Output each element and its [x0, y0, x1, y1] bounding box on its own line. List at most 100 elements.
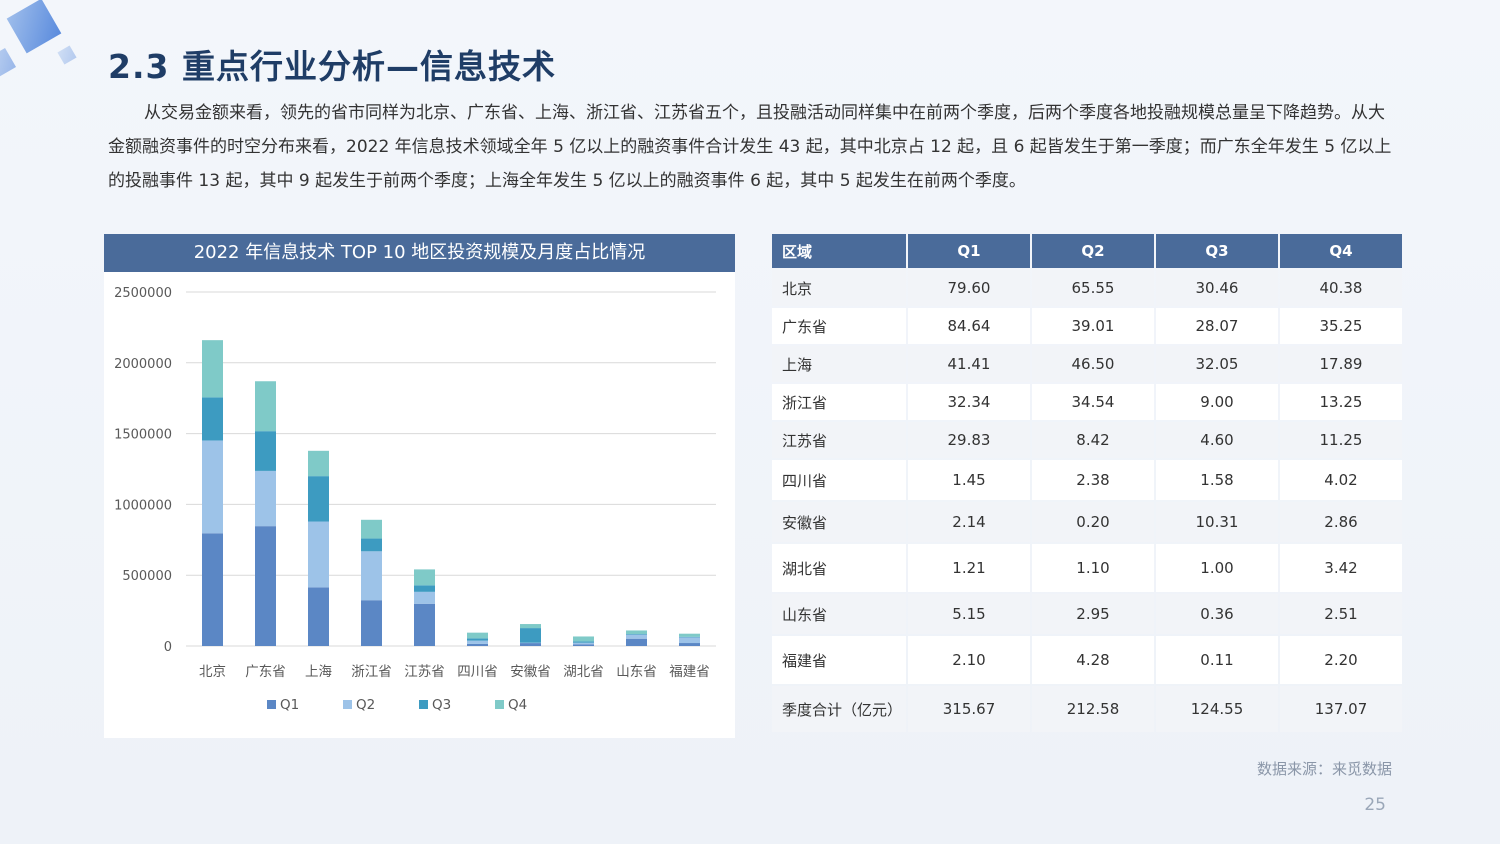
table-value-cell: 0.20: [1032, 502, 1154, 542]
data-source: 数据来源：来觅数据: [1256, 760, 1392, 778]
bar-segment-q3: [679, 636, 700, 638]
x-tick-label: 上海: [305, 664, 332, 680]
bar-segment-q1: [414, 603, 435, 646]
table-header-cell: Q2: [1032, 234, 1154, 268]
legend-label: Q3: [432, 697, 451, 713]
legend-swatch: [343, 700, 352, 709]
table-value-cell: 9.00: [1156, 384, 1278, 420]
table-header-row: 区域 Q1 Q2 Q3 Q4: [772, 234, 1402, 268]
x-tick-label: 广东省: [245, 664, 286, 680]
table-region-cell: 季度合计（亿元）: [772, 686, 906, 732]
body-paragraph: 从交易金额来看，领先的省市同样为北京、广东省、上海、浙江省、江苏省五个，且投融活…: [108, 103, 1392, 191]
y-tick-label: 2500000: [114, 286, 172, 301]
table-value-cell: 2.86: [1280, 502, 1402, 542]
page-title: 2.3 重点行业分析—信息技术: [108, 47, 556, 86]
table-region-cell: 山东省: [772, 594, 906, 634]
table-header-cell: Q3: [1156, 234, 1278, 268]
table-value-cell: 1.21: [908, 544, 1030, 592]
table-region-cell: 四川省: [772, 460, 906, 500]
table-value-cell: 1.58: [1156, 460, 1278, 500]
bar-segment-q4: [626, 630, 647, 635]
table-value-cell: 41.41: [908, 346, 1030, 382]
table-value-cell: 0.36: [1156, 594, 1278, 634]
table-value-cell: 2.38: [1032, 460, 1154, 500]
y-tick-label: 1000000: [114, 498, 172, 513]
stacked-bar-chart: 2500000 2000000 1500000 1000000 500000 0 北京 广东省…: [114, 286, 716, 713]
y-tick-label: 2000000: [114, 357, 172, 372]
table-header-cell: Q4: [1280, 234, 1402, 268]
table-value-cell: 315.67: [908, 686, 1030, 732]
bar-segment-q3: [626, 634, 647, 635]
table-value-cell: 32.05: [1156, 346, 1278, 382]
x-tick-label: 福建省: [669, 664, 710, 680]
bar-segment-q3: [467, 638, 488, 641]
bar-segment-q1: [520, 642, 541, 646]
x-tick-label: 江苏省: [404, 664, 445, 680]
bar-segment-q1: [679, 643, 700, 646]
bar-segment-q4: [467, 632, 488, 639]
table-region-cell: 上海: [772, 346, 906, 382]
data-table-panel: 区域 Q1 Q2 Q3 Q4 北京 79.60 65.55 30.46 40.38 广东省 84.6…: [772, 234, 1404, 738]
bar-segment-q2: [361, 551, 382, 601]
table-value-cell: 1.10: [1032, 544, 1154, 592]
region-quarter-table: 区域 Q1 Q2 Q3 Q4 北京 79.60 65.55 30.46 40.38 广东省 84.6…: [770, 232, 1404, 734]
table-region-cell: 江苏省: [772, 422, 906, 458]
bar-segment-q3: [202, 397, 223, 441]
chart-title: 2022 年信息技术 TOP 10 地区投资规模及月度占比情况: [104, 234, 735, 272]
table-value-cell: 124.55: [1156, 686, 1278, 732]
table-value-cell: 40.38: [1280, 270, 1402, 306]
table-region-cell: 福建省: [772, 636, 906, 684]
bar-segment-q2: [520, 642, 541, 644]
y-tick-label: 0: [164, 640, 172, 655]
legend-swatch: [419, 700, 428, 709]
bar-segment-q4: [573, 636, 594, 642]
bar-segment-q1: [202, 533, 223, 646]
x-tick-label: 湖北省: [563, 664, 604, 680]
table-value-cell: 30.46: [1156, 270, 1278, 306]
table-row: 山东省 5.15 2.95 0.36 2.51: [772, 594, 1402, 634]
table-value-cell: 1.00: [1156, 544, 1278, 592]
bar-segment-q3: [361, 538, 382, 552]
legend-swatch: [495, 700, 504, 709]
table-region-cell: 安徽省: [772, 502, 906, 542]
bar-segment-q3: [308, 476, 329, 522]
table-value-cell: 34.54: [1032, 384, 1154, 420]
table-row: 福建省 2.10 4.28 0.11 2.20: [772, 636, 1402, 684]
legend-label: Q1: [280, 697, 299, 713]
y-tick-label: 500000: [122, 569, 172, 584]
corner-decoration: [0, 0, 120, 110]
table-value-cell: 2.95: [1032, 594, 1154, 634]
bar-segment-q1: [255, 526, 276, 646]
bar-segment-q1: [467, 643, 488, 646]
legend-label: Q2: [356, 697, 375, 713]
legend-label: Q4: [508, 697, 527, 713]
table-value-cell: 28.07: [1156, 308, 1278, 344]
bar-segment-q4: [202, 340, 223, 398]
bar-segment-q2: [626, 634, 647, 639]
page-number: 25: [1364, 795, 1386, 815]
bar-segment-q4: [679, 633, 700, 637]
bar-segment-q2: [679, 636, 700, 644]
table-region-cell: 北京: [772, 270, 906, 306]
x-tick-label: 安徽省: [510, 664, 551, 680]
table-value-cell: 212.58: [1032, 686, 1154, 732]
bar-segment-q3: [573, 641, 594, 643]
table-value-cell: 2.20: [1280, 636, 1402, 684]
table-value-cell: 3.42: [1280, 544, 1402, 592]
bar-segment-q2: [202, 440, 223, 534]
bar-segment-q1: [308, 587, 329, 646]
table-row: 安徽省 2.14 0.20 10.31 2.86: [772, 502, 1402, 542]
bar-segment-q4: [308, 450, 329, 477]
legend-swatch: [267, 700, 276, 709]
y-tick-label: 1500000: [114, 428, 172, 443]
x-tick-label: 山东省: [616, 664, 657, 680]
chart-panel: 2022 年信息技术 TOP 10 地区投资规模及月度占比情况 2500000 2…: [104, 234, 735, 738]
bar-segment-q4: [255, 381, 276, 432]
table-value-cell: 39.01: [1032, 308, 1154, 344]
table-value-cell: 29.83: [908, 422, 1030, 458]
table-value-cell: 13.25: [1280, 384, 1402, 420]
bar-segment-q3: [520, 628, 541, 643]
table-value-cell: 2.14: [908, 502, 1030, 542]
table-value-cell: 1.45: [908, 460, 1030, 500]
x-tick-label: 浙江省: [351, 664, 392, 680]
